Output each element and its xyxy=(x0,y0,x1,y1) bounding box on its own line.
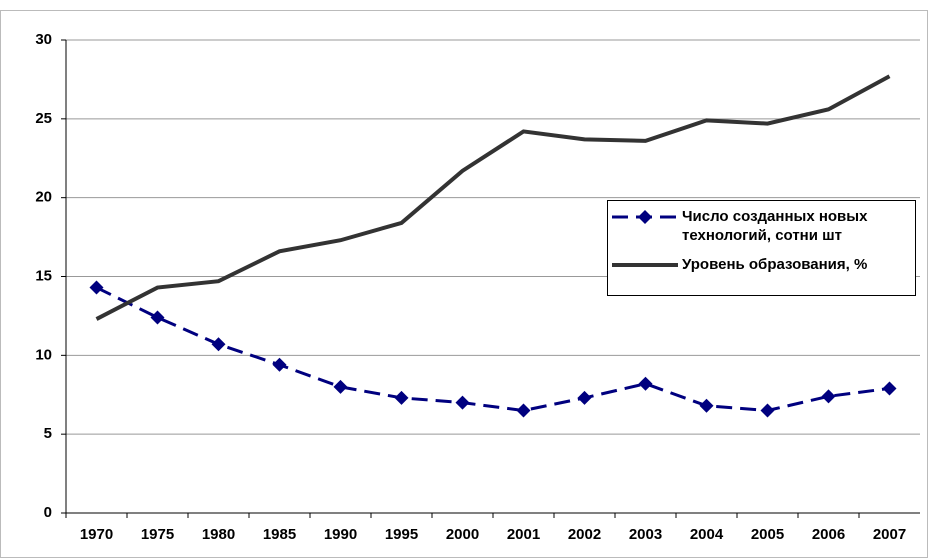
point-marker xyxy=(699,398,714,413)
y-tick-label: 5 xyxy=(44,425,52,442)
y-tick-label: 10 xyxy=(35,346,52,363)
legend-label: Число созданных новых технологий, сотни … xyxy=(682,208,868,244)
x-tick-label: 2000 xyxy=(446,526,479,543)
frame xyxy=(0,10,928,558)
x-tick-label: 1995 xyxy=(385,526,418,543)
point-marker xyxy=(150,310,165,325)
point-marker xyxy=(333,379,348,394)
x-tick-label: 2002 xyxy=(568,526,601,543)
y-tick-label: 0 xyxy=(44,504,52,521)
x-tick-label: 2007 xyxy=(873,526,906,543)
x-tick-label: 2005 xyxy=(751,526,784,543)
x-tick-label: 2001 xyxy=(507,526,540,543)
point-marker xyxy=(577,390,592,405)
y-tick-label: 15 xyxy=(35,267,52,284)
y-tick-label: 20 xyxy=(35,189,52,206)
line-series xyxy=(95,74,891,321)
y-tick-label: 25 xyxy=(35,110,52,127)
x-tick-label: 1985 xyxy=(263,526,296,543)
x-tick-label: 2004 xyxy=(690,526,724,543)
y-tick-label: 30 xyxy=(35,31,52,48)
point-marker xyxy=(455,395,470,410)
x-tick-label: 1990 xyxy=(324,526,357,543)
x-tick-label: 2006 xyxy=(812,526,845,543)
legend-label: Уровень образования, % xyxy=(682,256,868,273)
point-marker xyxy=(516,403,531,418)
point-marker xyxy=(821,389,836,404)
legend: Число созданных новых технологий, сотни … xyxy=(607,200,916,296)
point-marker xyxy=(272,357,287,372)
x-tick-label: 2003 xyxy=(629,526,662,543)
point-marker xyxy=(211,337,226,352)
point-marker xyxy=(760,403,775,418)
point-marker xyxy=(394,390,409,405)
legend-swatch xyxy=(612,263,678,267)
point-marker xyxy=(89,280,104,295)
legend-marker xyxy=(638,210,652,224)
x-tick-label: 1970 xyxy=(80,526,113,543)
point-marker xyxy=(882,381,897,396)
point-marker xyxy=(638,376,653,391)
legend-entry: Уровень образования, % xyxy=(608,255,914,274)
legend-swatch xyxy=(612,210,678,224)
x-tick-label: 1980 xyxy=(202,526,235,543)
x-tick-label: 1975 xyxy=(141,526,174,543)
legend-entry: Число созданных новых технологий, сотни … xyxy=(608,207,914,245)
line-series xyxy=(95,286,890,413)
